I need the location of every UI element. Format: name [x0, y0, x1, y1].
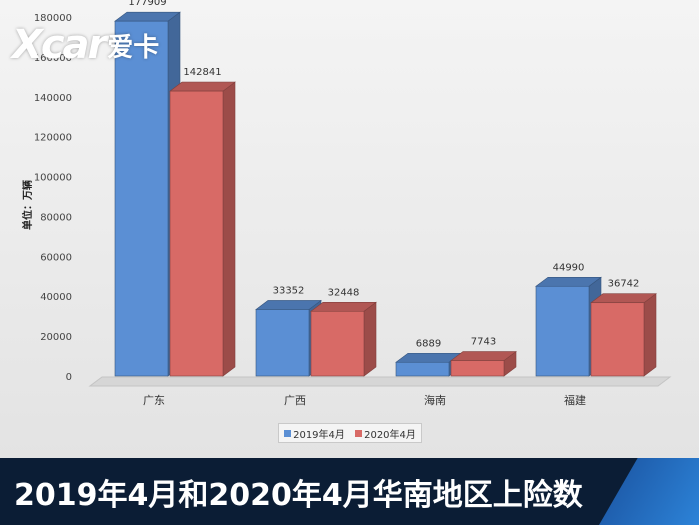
y-tick-label: 180000: [34, 13, 72, 24]
y-tick-label: 120000: [34, 133, 72, 144]
legend-swatch-2019: [284, 429, 292, 437]
legend-label-2019: 2019年4月: [293, 429, 345, 441]
x-tick-label: 广东: [143, 394, 165, 407]
data-label-2020-2: 7743: [471, 337, 496, 348]
bar-2019-3-top: [535, 276, 602, 287]
legend-item-2020: 2020年4月: [355, 426, 416, 441]
title-banner: 2019年4月和2020年4月华南地区上险数: [0, 458, 699, 525]
y-tick-label: 0: [66, 372, 72, 383]
bar-2020-2-top: [450, 351, 517, 361]
y-tick-label: 140000: [34, 93, 72, 104]
data-label-2020-3: 36742: [608, 279, 640, 290]
bar-2020-0-side: [222, 81, 236, 377]
logo-mark: Xcar: [12, 22, 107, 68]
data-label-2019-2: 6889: [416, 338, 441, 349]
y-tick-label: 80000: [40, 212, 72, 223]
y-tick-label: 40000: [40, 292, 72, 303]
bar-2019-3: [535, 285, 590, 377]
x-tick-label: 广西: [284, 394, 306, 407]
y-tick-label: 20000: [40, 332, 72, 343]
bar-2020-3-side: [643, 293, 657, 377]
bar-chart: 0 20000 40000 60000 80000 100000 120000 140000 1…: [21, 0, 672, 407]
data-label-2020-0: 142841: [183, 67, 221, 78]
bar-2019-0: [114, 20, 169, 377]
legend: 2019年4月 2020年4月: [278, 423, 422, 443]
banner-title: 2019年4月和2020年4月华南地区上险数: [14, 478, 583, 513]
logo-chinese: 爱卡: [107, 32, 160, 63]
bar-2020-1-side: [363, 301, 377, 377]
data-label-2019-1: 33352: [273, 285, 305, 296]
legend-swatch-2020: [355, 429, 363, 437]
bar-2020-0: [169, 90, 224, 377]
y-tick-label: 100000: [34, 173, 72, 184]
x-tick-label: 海南: [424, 393, 446, 407]
bar-2019-2: [395, 361, 450, 377]
bar-2020-1-top: [310, 301, 377, 312]
bar-2019-1: [255, 309, 310, 377]
bar-2019-1-top: [255, 300, 322, 310]
bar-2020-3: [590, 302, 645, 377]
x-tick-label: 福建: [564, 393, 586, 407]
y-tick-label: 160000: [34, 53, 72, 64]
bar-2020-0-top: [169, 81, 236, 92]
legend-item-2019: 2019年4月: [284, 426, 345, 441]
legend-label-2020: 2020年4月: [364, 429, 416, 441]
xcar-logo: Xcar 爱卡: [12, 20, 159, 70]
data-label-2019-0: 177909: [128, 0, 166, 8]
chart-floor: [88, 376, 672, 387]
bar-2020-3-top: [590, 293, 657, 304]
data-label-2019-3: 44990: [553, 262, 585, 273]
bar-2020-2: [450, 360, 505, 377]
bar-2020-1: [310, 310, 365, 377]
data-label-2020-1: 32448: [328, 287, 360, 298]
banner-decor-block: [599, 458, 699, 525]
y-axis-label: 单位：万辆: [21, 180, 34, 230]
y-tick-label: 60000: [40, 252, 72, 263]
